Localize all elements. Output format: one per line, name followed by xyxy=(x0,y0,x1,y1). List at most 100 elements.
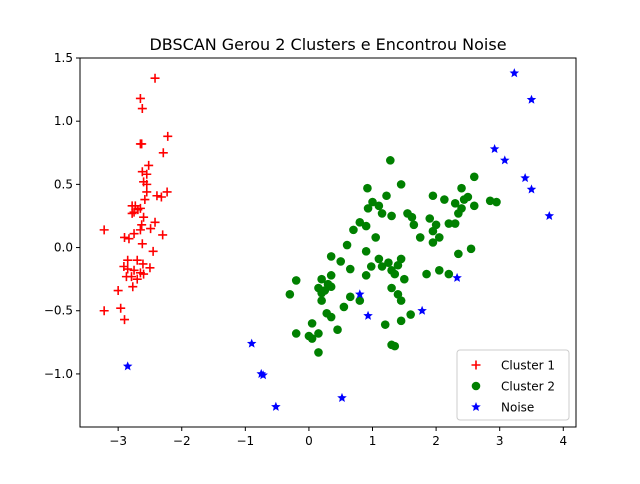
data-point xyxy=(417,305,427,315)
legend-entry: Noise xyxy=(471,401,534,415)
data-point xyxy=(307,334,317,343)
data-point xyxy=(158,230,168,240)
plot-marks xyxy=(99,68,555,411)
data-point xyxy=(396,180,406,189)
data-point xyxy=(158,148,168,158)
x-tick-label: 0 xyxy=(305,434,313,448)
y-tick-label: −1.0 xyxy=(44,367,73,381)
data-point xyxy=(137,139,147,149)
x-tick-label: 2 xyxy=(432,434,440,448)
data-point xyxy=(137,220,147,230)
data-point xyxy=(146,224,156,234)
data-point xyxy=(317,274,326,284)
data-point xyxy=(140,195,150,205)
data-point xyxy=(162,187,172,197)
data-point xyxy=(137,104,147,114)
data-point xyxy=(326,271,336,280)
y-tick-label: 1.5 xyxy=(54,51,73,65)
data-point xyxy=(122,361,133,371)
data-point xyxy=(128,282,138,292)
data-point xyxy=(317,288,326,298)
data-point xyxy=(382,191,391,201)
x-tick-label: −2 xyxy=(173,434,191,448)
data-point xyxy=(137,239,147,249)
data-point xyxy=(428,226,438,236)
data-point xyxy=(452,272,462,282)
y-tick-label: 1.0 xyxy=(54,114,73,128)
data-point xyxy=(129,207,139,217)
data-point xyxy=(526,94,537,104)
data-point xyxy=(377,262,387,271)
data-point xyxy=(469,172,479,182)
data-point xyxy=(129,265,139,275)
x-axis: −3 −2 −1 0 1 2 3 4 xyxy=(109,427,567,448)
data-point xyxy=(384,258,393,268)
data-point xyxy=(466,244,476,254)
data-point xyxy=(396,316,406,326)
x-tick-label: 4 xyxy=(559,434,567,448)
x-tick-label: 1 xyxy=(369,434,377,448)
data-point xyxy=(380,320,390,329)
data-point xyxy=(132,274,142,284)
data-point xyxy=(425,214,435,223)
data-point xyxy=(485,196,495,206)
data-point xyxy=(374,201,384,211)
data-point xyxy=(434,266,444,275)
data-point xyxy=(314,329,323,338)
y-axis: −1.0 −0.5 0.0 0.5 1.0 1.5 xyxy=(44,51,80,381)
data-point xyxy=(336,257,346,266)
data-point xyxy=(500,155,510,165)
data-point xyxy=(371,233,380,242)
data-point xyxy=(374,254,384,264)
legend-entry: Cluster 1 xyxy=(471,359,555,373)
data-point xyxy=(138,259,148,269)
data-point xyxy=(291,329,301,338)
data-point xyxy=(345,292,355,302)
data-point xyxy=(326,312,336,322)
data-point xyxy=(457,183,466,193)
data-point xyxy=(450,219,460,228)
data-point xyxy=(132,255,142,265)
x-tick-label: 3 xyxy=(496,434,504,448)
data-point xyxy=(123,264,133,274)
legend-marker xyxy=(471,360,481,370)
data-point xyxy=(139,212,149,222)
data-point xyxy=(386,156,395,165)
data-point xyxy=(489,143,500,154)
data-point xyxy=(526,184,537,194)
data-point xyxy=(156,192,166,202)
data-point xyxy=(148,246,158,256)
series-noise xyxy=(122,68,555,411)
y-tick-label: 0.5 xyxy=(54,177,73,191)
data-point xyxy=(509,68,520,78)
series-cluster-2 xyxy=(285,156,501,357)
legend-marker xyxy=(471,402,481,412)
data-point xyxy=(333,325,342,334)
data-point xyxy=(339,302,349,312)
data-point xyxy=(116,303,126,313)
data-point xyxy=(163,131,173,141)
data-point xyxy=(355,296,365,305)
series-cluster-1 xyxy=(99,73,173,325)
legend-marker xyxy=(471,381,481,391)
data-point xyxy=(139,269,149,279)
data-point xyxy=(150,73,160,83)
data-point xyxy=(450,199,460,208)
data-point xyxy=(317,296,326,305)
data-point xyxy=(444,219,454,228)
data-point xyxy=(129,229,139,239)
data-point xyxy=(366,262,376,271)
data-point xyxy=(145,263,155,273)
data-point xyxy=(409,220,419,230)
data-point xyxy=(120,315,130,325)
legend: Cluster 1 Cluster 2 Noise xyxy=(456,349,570,421)
data-point xyxy=(355,217,365,227)
data-point xyxy=(345,264,355,274)
data-point xyxy=(544,210,555,221)
data-point xyxy=(415,233,425,242)
data-point xyxy=(291,276,301,285)
data-point xyxy=(363,204,373,213)
data-point xyxy=(459,195,469,204)
